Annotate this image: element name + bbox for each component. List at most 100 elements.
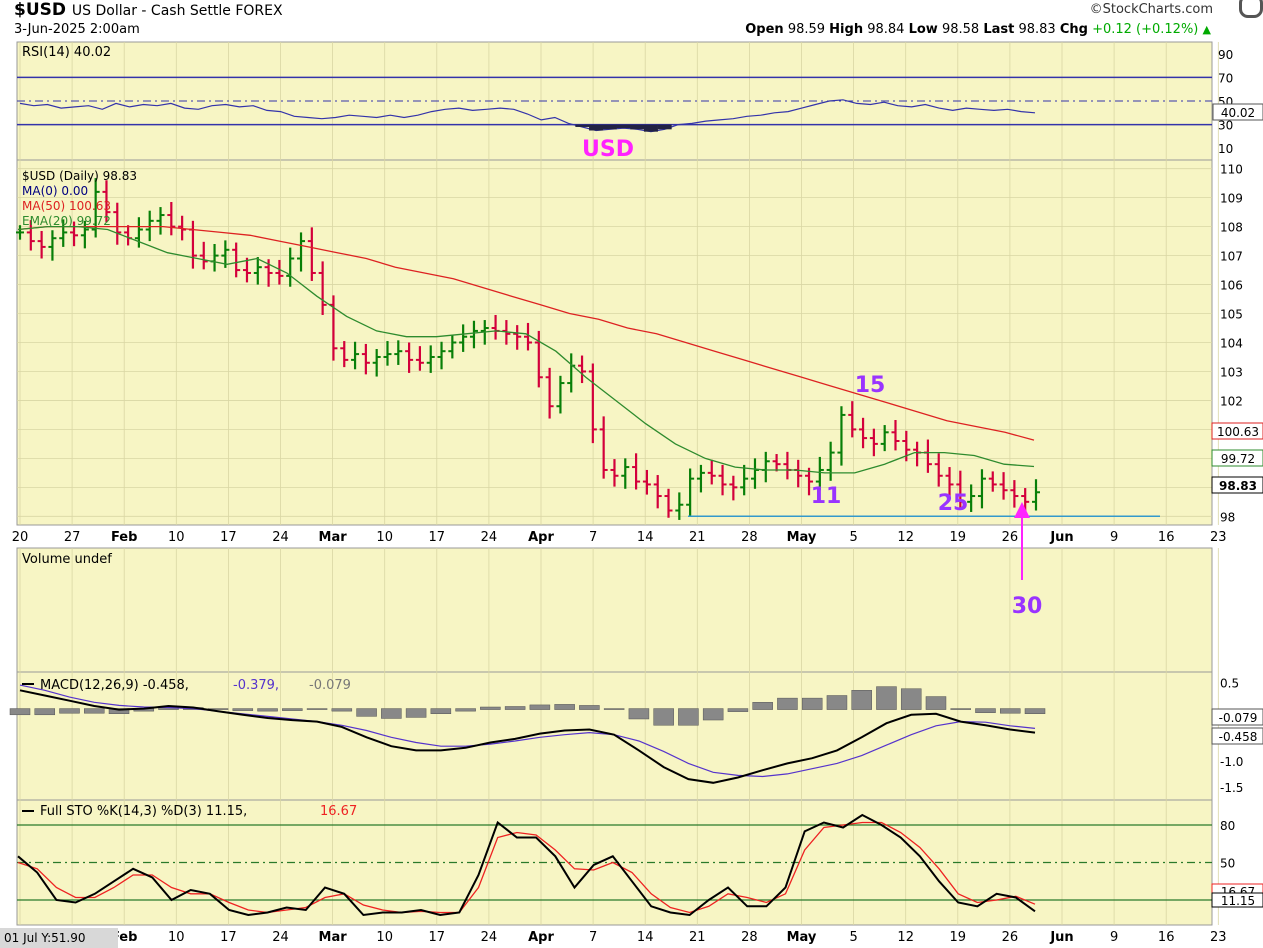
macd-histogram-bar — [752, 702, 773, 710]
x-tick-label: 7 — [589, 930, 597, 945]
rsi-y-tick-label: 70 — [1218, 71, 1233, 85]
x-tick-label: 24 — [272, 930, 289, 945]
last-value: 98.83 — [1018, 22, 1056, 37]
macd-histogram-bar — [603, 708, 625, 710]
price-y-tick-label: 103 — [1220, 365, 1243, 379]
x-tick-label: 10 — [376, 930, 393, 945]
sto-legend: Full STO %K(14,3) %D(3) 11.15, — [40, 804, 247, 819]
x-tick-label: 12 — [897, 930, 914, 945]
rsi-oversold-fill — [643, 124, 658, 132]
x-tick-label: 10 — [168, 530, 185, 545]
macd-histogram-bar — [108, 708, 130, 715]
macd-histogram-bar — [628, 708, 650, 720]
x-tick-label: 5 — [849, 930, 857, 945]
x-tick-label: 20 — [12, 530, 29, 545]
price-value-label: 100.63 — [1217, 425, 1259, 439]
macd-histogram-bar — [727, 708, 749, 712]
cursor-readout: 01 Jul Y:51.90 — [0, 928, 118, 948]
x-tick-label: 14 — [637, 930, 654, 945]
macd-value-box — [1211, 708, 1263, 726]
x-tick-label: Mar — [319, 930, 348, 945]
price-y-tick-label: 105 — [1220, 308, 1243, 322]
x-tick-label: 10 — [376, 530, 393, 545]
x-tick-label: 21 — [689, 930, 706, 945]
price-legend-item: $USD (Daily) 98.83 — [22, 169, 137, 183]
price-y-tick-label: 107 — [1220, 250, 1243, 264]
macd-histogram-bar — [777, 697, 798, 710]
ema20-line — [17, 225, 1035, 474]
x-tick-label: Feb — [111, 530, 137, 545]
price-value-box — [1211, 476, 1263, 494]
open-label: Open — [745, 22, 784, 37]
price-y-tick-label: 102 — [1220, 394, 1243, 408]
sto-y-tick-label: 80 — [1220, 819, 1235, 833]
rsi-oversold-fill — [630, 124, 645, 130]
x-tick-label: 9 — [1110, 930, 1118, 945]
rsi-oversold-fill — [616, 124, 631, 129]
price-y-tick-label: 98 — [1220, 510, 1235, 524]
price-value-label: 98.83 — [1219, 479, 1257, 493]
low-value: 98.58 — [941, 22, 980, 37]
price-y-tick-label: 110 — [1220, 163, 1243, 177]
x-tick-label: 24 — [481, 930, 498, 945]
high-label: High — [829, 22, 864, 37]
open-value: 98.59 — [787, 22, 826, 37]
rsi-oversold-fill — [657, 124, 672, 130]
macd-histogram-bar — [306, 708, 328, 710]
macd-histogram-bar — [975, 708, 996, 713]
x-tick-label: 16 — [1158, 930, 1175, 945]
x-tick-label: 28 — [741, 530, 758, 545]
price-y-tick-label: 109 — [1220, 192, 1243, 206]
x-tick-label: 5 — [849, 530, 857, 545]
x-tick-label: May — [787, 930, 817, 945]
price-legend-item: MA(50) 100.63 — [22, 199, 111, 213]
price-legend-item: MA(0) 0.00 — [22, 184, 88, 198]
x-tick-label: 17 — [429, 530, 446, 545]
macd-histogram-bar — [9, 708, 31, 716]
macd-histogram-bar — [59, 708, 80, 714]
macd-y-tick-label: -1.5 — [1220, 781, 1243, 795]
macd-histogram-bar — [356, 708, 377, 717]
x-tick-label: Mar — [319, 530, 348, 545]
x-tick-label: 26 — [1002, 930, 1019, 945]
macd-histogram-bar — [480, 706, 501, 710]
x-tick-label: 21 — [689, 530, 706, 545]
macd-histogram-bar — [801, 697, 823, 710]
macd-y-tick-label: -1.0 — [1220, 755, 1243, 769]
macd-histogram-bar — [282, 708, 303, 711]
macd-histogram-bar — [455, 708, 476, 712]
macd-legend-hist: -0.079 — [309, 678, 351, 693]
sto-value-box — [1211, 892, 1263, 908]
macd-legend-signal: -0.379, — [233, 678, 279, 693]
x-tick-label: Jun — [1049, 530, 1073, 545]
panel-volume-background — [16, 547, 1213, 673]
symbol-description: US Dollar - Cash Settle FOREX — [71, 3, 283, 19]
macd-histogram-bar — [900, 688, 922, 710]
x-tick-label: 24 — [481, 530, 498, 545]
sto-y-tick-label: 50 — [1220, 857, 1235, 871]
x-tick-label: 27 — [64, 530, 81, 545]
macd-histogram-bar — [381, 708, 402, 719]
symbol-title: $USD US Dollar - Cash Settle FOREX — [14, 0, 283, 20]
macd-value-label: -0.458 — [1219, 730, 1258, 744]
macd-line — [19, 689, 1036, 784]
settings-icon[interactable] — [1239, 0, 1263, 18]
rsi-y-tick-label: 90 — [1218, 48, 1233, 62]
rsi-legend: RSI(14) 40.02 — [22, 45, 111, 60]
x-tick-label: 17 — [220, 530, 237, 545]
chg-label: Chg — [1059, 22, 1088, 37]
macd-histogram-bar — [34, 708, 56, 716]
macd-histogram-bar — [678, 708, 699, 726]
sto-value-label: 11.15 — [1221, 894, 1255, 908]
macd-signal-line — [19, 684, 1036, 778]
x-tick-label: May — [787, 530, 817, 545]
macd-histogram-bar — [430, 708, 452, 715]
x-tick-label: Apr — [528, 530, 554, 545]
brand-label: ©StockCharts.com — [1089, 2, 1213, 17]
macd-histogram-bar — [232, 708, 254, 711]
macd-legend: MACD(12,26,9) -0.458, — [40, 678, 189, 693]
wave-label-30: 30 — [1012, 594, 1043, 619]
x-tick-label: 17 — [429, 930, 446, 945]
x-tick-label: 16 — [1158, 530, 1175, 545]
